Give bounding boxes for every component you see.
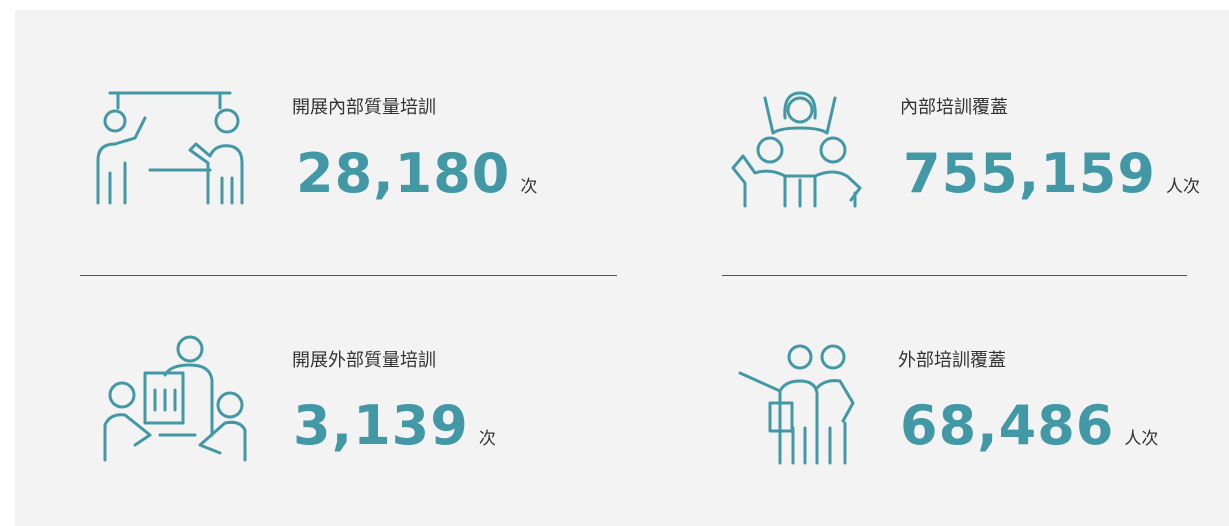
stat-unit: 次	[478, 429, 496, 449]
stat-value: 28,180	[296, 142, 511, 205]
stat-unit: 人次	[1124, 429, 1159, 449]
meeting-icon	[103, 335, 247, 462]
coverage-icon	[731, 91, 862, 208]
divider	[80, 275, 617, 276]
stat-figure: 68,486 人次	[900, 394, 1158, 457]
stat-label: 開展內部質量培訓	[292, 97, 436, 118]
stat-figure: 755,159 人次	[903, 142, 1200, 205]
stat-unit: 次	[520, 177, 538, 197]
stat-label: 內部培訓覆蓋	[900, 97, 1008, 118]
stat-unit: 人次	[1165, 177, 1200, 197]
divider	[722, 275, 1187, 276]
training-icon	[96, 91, 244, 205]
stats-panel: 開展內部質量培訓 28,180 次 內部培訓覆蓋 755,159 人次 開展外部…	[15, 10, 1229, 526]
stat-value: 68,486	[900, 394, 1115, 457]
stat-label: 開展外部質量培訓	[292, 350, 436, 371]
stat-value: 3,139	[293, 394, 469, 457]
stat-figure: 3,139 次	[293, 394, 496, 457]
stat-figure: 28,180 次	[296, 142, 537, 205]
stat-value: 755,159	[903, 142, 1156, 205]
outreach-icon	[738, 344, 855, 465]
stat-label: 外部培訓覆蓋	[898, 350, 1006, 371]
